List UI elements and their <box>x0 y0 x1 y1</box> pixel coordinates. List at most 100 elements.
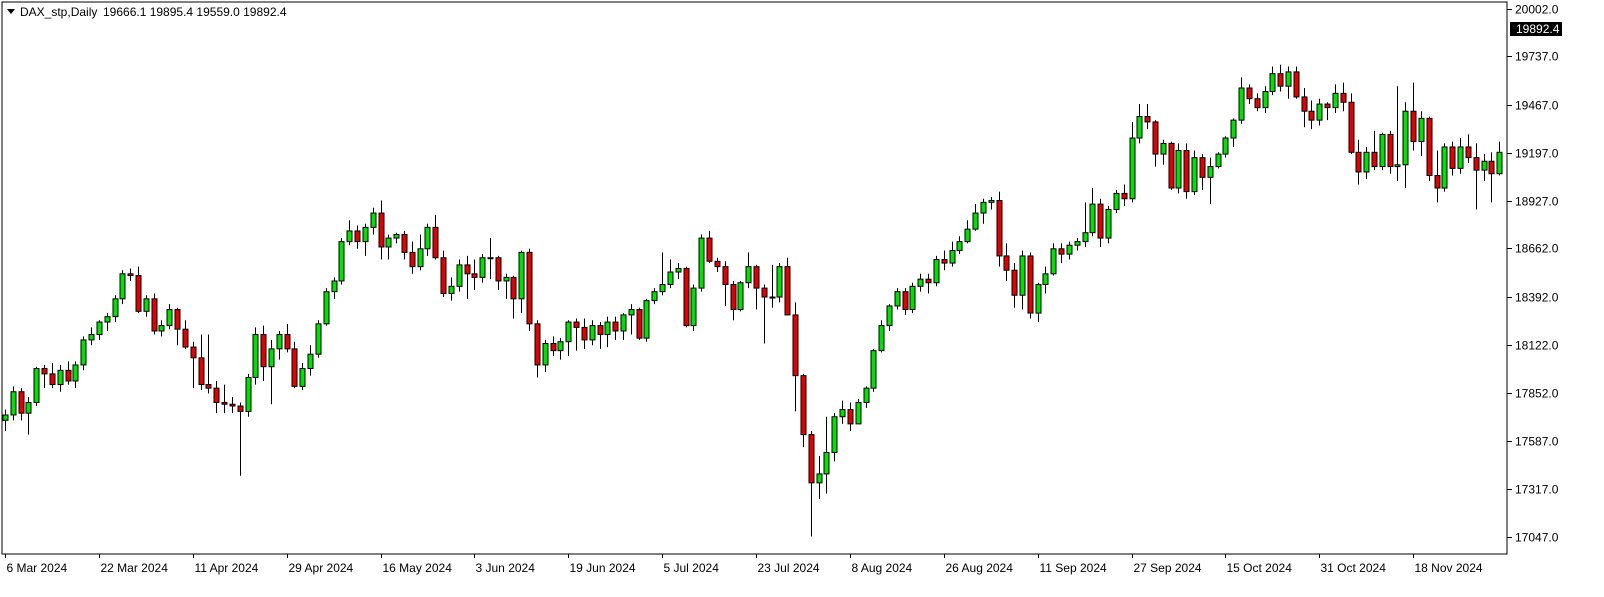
candle-body <box>581 326 588 341</box>
candle <box>612 316 619 340</box>
candle <box>902 288 909 315</box>
candle-body <box>1066 244 1073 255</box>
candle-body <box>1348 101 1355 153</box>
candle <box>1457 138 1464 174</box>
candle-body <box>88 334 95 341</box>
candle <box>1449 141 1456 176</box>
candle <box>456 259 463 292</box>
candle-body <box>245 376 252 412</box>
candle-body <box>510 276 517 300</box>
candle <box>260 325 267 382</box>
candle-body <box>182 328 189 348</box>
candle <box>949 241 956 267</box>
candle-body <box>542 342 549 366</box>
candle-body <box>362 226 369 243</box>
candle <box>1262 86 1269 113</box>
candle <box>1215 152 1222 169</box>
candle-body <box>1097 203 1104 239</box>
candle <box>323 288 330 326</box>
candle <box>151 293 158 335</box>
candle <box>385 234 392 260</box>
candle <box>190 341 197 389</box>
candle <box>847 402 854 432</box>
candle <box>331 277 338 299</box>
price-axis[interactable]: 17047.0 17317.0 17587.0 17852.0 18122.0 18392… <box>1507 3 1559 545</box>
candle <box>534 320 541 378</box>
candle <box>909 282 916 314</box>
candle <box>573 318 580 351</box>
candle-body <box>323 291 330 325</box>
price-tick-label: 17587.0 <box>1515 435 1559 449</box>
candle <box>1089 188 1096 237</box>
candle-body <box>1089 203 1096 234</box>
candle-body <box>1160 142 1167 155</box>
candle-body <box>1418 117 1425 143</box>
candle <box>839 400 846 424</box>
candle <box>291 341 298 389</box>
candle-body <box>737 282 744 311</box>
candle <box>683 266 690 328</box>
candle <box>88 327 95 346</box>
time-tick-label: 23 Jul 2024 <box>758 561 820 575</box>
candle <box>299 363 306 390</box>
candle-body <box>1019 255 1026 296</box>
candle <box>464 255 471 299</box>
price-tick-label: 18392.0 <box>1515 291 1559 305</box>
candle <box>1074 238 1081 251</box>
candle-body <box>917 278 924 287</box>
candle-body <box>198 357 205 386</box>
candle <box>1426 116 1433 181</box>
candle-body <box>260 334 267 368</box>
last-price-box <box>1510 22 1562 36</box>
candle-body <box>1340 92 1347 103</box>
candle-body <box>49 373 56 386</box>
candle <box>245 373 252 417</box>
candle-body <box>299 368 306 387</box>
candle <box>730 280 737 321</box>
candle-body <box>10 391 17 416</box>
candle-body <box>456 264 463 287</box>
candle <box>855 398 862 425</box>
candle-body <box>104 316 111 323</box>
candle <box>119 270 126 305</box>
candle-body <box>1207 166 1214 178</box>
candle <box>1246 84 1253 105</box>
candle <box>518 250 525 314</box>
candle <box>1035 282 1042 323</box>
last-price-label: 19892.4 <box>1516 22 1560 36</box>
candle-body <box>1222 137 1229 155</box>
collapse-triangle-icon[interactable] <box>7 9 15 14</box>
candle-body <box>1394 164 1401 168</box>
candle <box>565 320 572 356</box>
candle-body <box>424 226 431 250</box>
candle-body <box>1215 153 1222 168</box>
time-axis[interactable]: 6 Mar 2024 22 Mar 2024 11 Apr 2024 29 Apr 2… <box>5 554 1483 575</box>
candle <box>1152 120 1159 167</box>
candle-body <box>354 230 361 243</box>
candle <box>198 334 205 390</box>
candle <box>1003 243 1010 281</box>
price-tick-label: 17852.0 <box>1515 387 1559 401</box>
candle <box>886 304 893 331</box>
candle-body <box>964 228 971 243</box>
candle-body <box>996 200 1003 257</box>
candle-body <box>495 257 502 282</box>
candle-body <box>683 267 690 327</box>
candle-body <box>331 280 338 293</box>
candle <box>1222 136 1229 158</box>
candle-body <box>675 267 682 273</box>
candle-body <box>745 266 752 284</box>
candle-body <box>1027 255 1034 314</box>
candle-body <box>1465 146 1472 159</box>
candle-body <box>378 212 385 248</box>
candle <box>370 207 377 235</box>
price-tick-label: 19467.0 <box>1515 99 1559 113</box>
time-tick-label: 11 Sep 2024 <box>1040 561 1107 575</box>
candle <box>1160 139 1167 165</box>
candle-body <box>1449 146 1456 169</box>
candle-body <box>1003 255 1010 271</box>
candle <box>1144 104 1151 130</box>
candle <box>722 261 729 306</box>
candle-body <box>237 405 244 412</box>
